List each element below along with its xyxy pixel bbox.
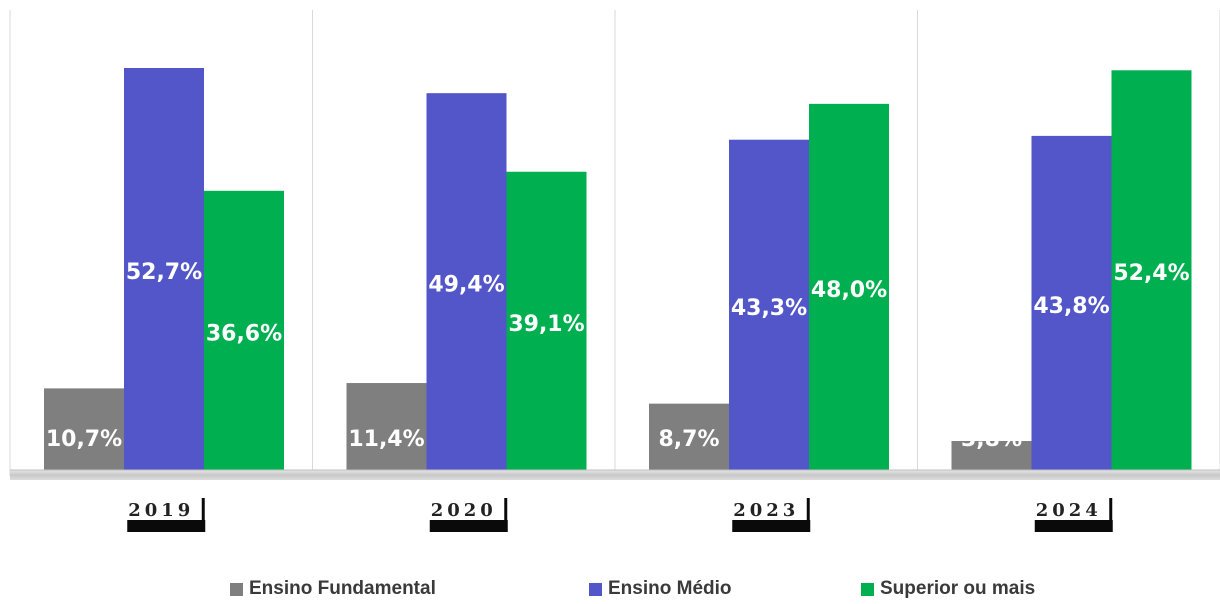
legend-item-ensino-fundamental: Ensino Fundamental	[230, 578, 436, 600]
data-label-2024-0: 3,8%	[961, 427, 1022, 452]
bars	[44, 68, 1192, 471]
data-label-2020-1: 49,4%	[428, 273, 504, 298]
x-axis-band	[10, 470, 1220, 480]
data-label-2023-2: 48,0%	[811, 278, 887, 303]
data-label-2019-2: 36,6%	[206, 321, 282, 346]
bar-2020-2	[506, 171, 587, 470]
data-label-2023-0: 8,7%	[658, 427, 719, 452]
legend-item-ensino-medio: Ensino Médio	[589, 578, 732, 600]
legend-label-superior-ou-mais: Superior ou mais	[880, 578, 1036, 599]
bar-2019-0	[44, 388, 124, 470]
bar-2023-0	[649, 403, 729, 470]
data-labels: 10,7%52,7%36,6%11,4%49,4%39,1%8,7%43,3%4…	[46, 260, 1190, 452]
x-tick-label-2024: 2024	[1036, 500, 1102, 521]
data-label-2024-2: 52,4%	[1113, 261, 1189, 286]
legend-label-ensino-medio: Ensino Médio	[608, 578, 732, 599]
data-label-2020-2: 39,1%	[508, 312, 584, 337]
data-label-2024-1: 43,8%	[1033, 294, 1109, 319]
bar-chart: 2019 2020 2023 2024 10,7% 52,7% 36,6% 11,4% 49,…	[9, 10, 1220, 532]
x-tick-label-2023: 2023	[733, 500, 799, 521]
bar-2024-1	[1031, 135, 1112, 470]
bar-2019-2	[204, 190, 284, 471]
legend-swatch-ensino-medio	[589, 582, 602, 596]
x-tick-label-2019: 2019	[128, 500, 194, 521]
x-axis: 2019 2020 2023 2024	[10, 469, 1220, 532]
bar-2023-1	[729, 139, 809, 470]
bar-2024-0	[951, 441, 1032, 470]
legend-swatch-ensino-fundamental	[230, 582, 243, 596]
x-tick-label-2020: 2020	[431, 500, 497, 521]
bar-2024-2	[1111, 70, 1192, 470]
bar-2019-1	[124, 68, 204, 470]
data-label-2020-0: 11,4%	[348, 427, 424, 452]
tick-shadow-2023	[732, 520, 811, 532]
data-label-2019-0: 10,7%	[46, 427, 122, 452]
legend: Ensino Fundamental Ensino Médio Superior…	[0, 574, 1220, 604]
tick-shadow-2020	[429, 520, 508, 532]
tick-shadow-2024	[1034, 520, 1113, 532]
legend-item-superior-ou-mais: Superior ou mais	[861, 578, 1035, 600]
bar-2020-0	[346, 383, 427, 470]
tick-shadow-2019	[127, 520, 206, 532]
data-label-2019-1: 52,7%	[126, 260, 202, 285]
bar-2023-2	[809, 103, 889, 470]
legend-swatch-superior-ou-mais	[861, 582, 874, 596]
data-label-2023-1: 43,3%	[731, 296, 807, 321]
bar-2020-1	[426, 93, 507, 471]
legend-label-ensino-fundamental: Ensino Fundamental	[249, 578, 436, 599]
gridlines	[9, 10, 1220, 476]
